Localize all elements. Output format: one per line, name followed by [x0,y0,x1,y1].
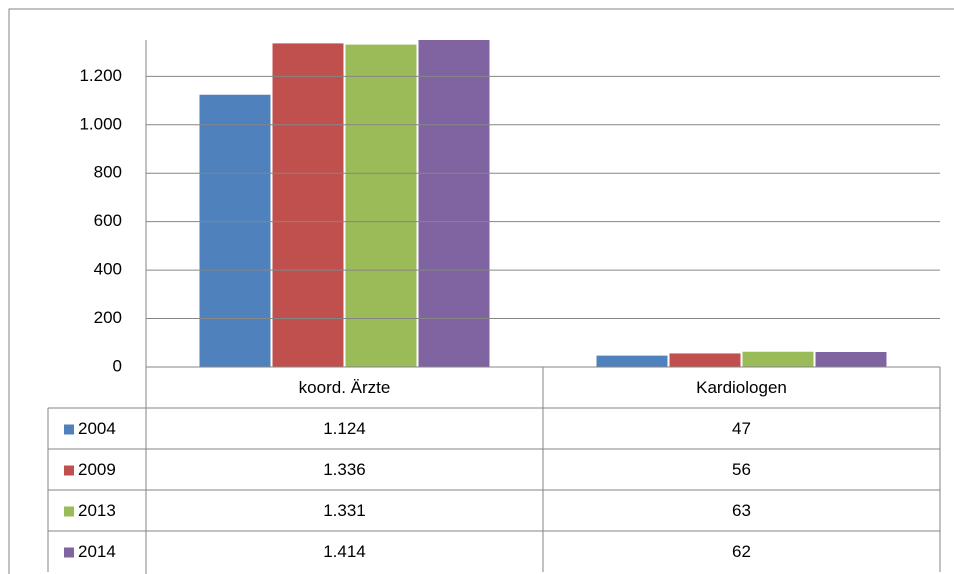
bar [596,355,668,367]
bar [669,353,741,367]
table-value: 1.414 [323,542,366,561]
legend-label: 2009 [78,460,116,479]
chart-border [8,8,954,574]
plot-area [199,40,887,367]
legend-swatch [64,547,74,558]
bar [815,351,887,367]
y-tick-label: 1.000 [79,114,122,133]
table-value: 1.336 [323,460,366,479]
y-tick-label: 0 [113,356,122,375]
bar [418,40,490,367]
y-tick-label: 600 [94,211,122,230]
bar [742,351,814,367]
y-tick-label: 200 [94,308,122,327]
y-tick-label: 400 [94,260,122,279]
legend-swatch [64,506,74,517]
legend-swatch [64,424,74,435]
legend-label: 2014 [78,542,116,561]
y-tick-label: 1.200 [79,66,122,85]
table-value: 56 [732,460,751,479]
legend-swatch [64,465,74,476]
table-value: 47 [732,419,751,438]
table-value: 62 [732,542,751,561]
y-tick-label: 800 [94,163,122,182]
bar [272,43,344,367]
x-tick-label: Kardiologen [696,378,787,397]
legend-label: 2004 [78,419,116,438]
bar [199,94,271,367]
table-value: 1.331 [323,501,366,520]
bar [345,44,417,367]
table-value: 63 [732,501,751,520]
legend-label: 2013 [78,501,116,520]
x-tick-label: koord. Ärzte [299,378,391,397]
table-value: 1.124 [323,419,366,438]
